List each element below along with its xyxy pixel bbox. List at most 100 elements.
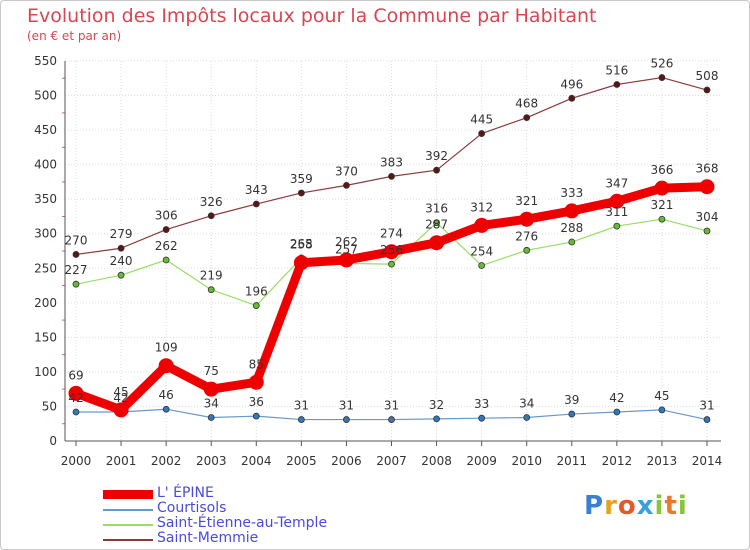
data-label-saint-memmie: 392 — [425, 149, 448, 163]
logo-letter: t — [664, 491, 678, 521]
data-point-courtisols — [478, 414, 486, 422]
y-tick-label: 350 — [34, 192, 57, 206]
x-tick-label: 2006 — [331, 454, 362, 468]
data-label-l-pine: 287 — [425, 218, 448, 232]
data-label-l-pine: 366 — [650, 163, 673, 177]
data-point-saint-memmie — [388, 172, 395, 180]
data-label-saint-memmie: 526 — [650, 57, 673, 71]
data-point-saint-tienne-au-temple — [388, 260, 395, 268]
data-label-courtisols: 32 — [429, 398, 444, 412]
data-point-saint-tienne-au-temple — [433, 219, 440, 227]
data-point-courtisols — [433, 415, 440, 423]
y-tick-label: 450 — [34, 123, 57, 137]
data-point-l-pine — [474, 217, 490, 233]
x-tick-label: 2001 — [106, 454, 137, 468]
data-label-saint-memmie: 445 — [470, 113, 493, 127]
data-point-l-pine — [338, 252, 354, 268]
data-point-courtisols — [252, 412, 260, 420]
x-tick-label: 2014 — [692, 454, 723, 468]
x-tick-label: 2008 — [421, 454, 452, 468]
legend-label: Saint-Étienne-au-Temple — [157, 515, 328, 531]
data-label-l-pine: 347 — [605, 176, 628, 190]
data-point-courtisols — [658, 406, 666, 414]
data-label-saint-tienne-au-temple: 257 — [335, 242, 358, 256]
data-point-saint-tienne-au-temple — [162, 256, 170, 264]
data-label-courtisols: 34 — [204, 397, 219, 411]
y-tick-label: 200 — [34, 296, 57, 310]
logo-letter: P — [584, 491, 605, 521]
data-point-courtisols — [343, 416, 350, 423]
legend-swatch — [103, 539, 153, 541]
data-label-saint-tienne-au-temple: 256 — [380, 243, 403, 257]
data-label-l-pine: 333 — [560, 186, 583, 200]
data-label-l-pine: 368 — [696, 162, 719, 176]
data-point-courtisols — [388, 416, 395, 423]
data-label-courtisols: 39 — [564, 393, 579, 407]
legend-label: Courtisols — [157, 500, 227, 516]
data-label-courtisols: 42 — [68, 391, 83, 405]
data-point-saint-tienne-au-temple — [478, 262, 486, 269]
data-label-courtisols: 46 — [159, 388, 174, 402]
data-label-l-pine: 321 — [515, 194, 538, 208]
x-tick-label: 2012 — [602, 454, 633, 468]
y-tick-label: 300 — [34, 227, 57, 241]
data-label-saint-memmie: 270 — [65, 233, 88, 247]
x-tick-label: 2002 — [151, 454, 182, 468]
data-label-courtisols: 31 — [339, 399, 354, 413]
data-point-saint-memmie — [252, 200, 260, 208]
data-point-l-pine — [203, 381, 219, 397]
data-label-saint-tienne-au-temple: 316 — [425, 202, 448, 216]
data-point-l-pine — [113, 402, 129, 418]
data-label-l-pine: 75 — [204, 364, 219, 378]
data-label-courtisols: 42 — [113, 391, 128, 405]
chart-title: Evolution des Impôts locaux pour la Comm… — [27, 5, 597, 27]
proxiti-logo: Proxiti — [584, 491, 688, 521]
data-point-saint-tienne-au-temple — [613, 222, 621, 230]
data-point-courtisols — [207, 414, 215, 421]
data-label-saint-memmie: 508 — [696, 69, 719, 83]
data-label-saint-memmie: 496 — [560, 77, 583, 91]
legend-swatch — [103, 524, 153, 526]
data-point-saint-tienne-au-temple — [703, 227, 711, 235]
data-label-l-pine: 258 — [290, 238, 313, 252]
data-label-saint-tienne-au-temple: 254 — [470, 245, 493, 259]
data-label-courtisols: 31 — [699, 399, 714, 413]
y-tick-label: 250 — [34, 261, 57, 275]
data-point-l-pine — [68, 385, 84, 401]
data-point-saint-tienne-au-temple — [207, 286, 215, 294]
data-point-saint-memmie — [658, 74, 666, 81]
y-tick-label: 400 — [34, 158, 57, 172]
legend-swatch — [103, 509, 153, 511]
data-label-saint-memmie: 383 — [380, 155, 403, 169]
x-tick-label: 2005 — [286, 454, 317, 468]
x-tick-label: 2011 — [557, 454, 588, 468]
data-point-saint-memmie — [568, 94, 576, 102]
data-label-courtisols: 42 — [609, 391, 624, 405]
data-label-saint-memmie: 326 — [200, 195, 223, 209]
data-label-saint-memmie: 516 — [605, 63, 628, 77]
logo-letter: r — [604, 491, 618, 521]
x-tick-label: 2010 — [511, 454, 542, 468]
y-tick-label: 100 — [34, 365, 57, 379]
data-label-saint-tienne-au-temple: 262 — [155, 239, 178, 253]
data-label-saint-tienne-au-temple: 196 — [245, 285, 268, 299]
data-label-saint-memmie: 468 — [515, 97, 538, 111]
y-tick-label: 0 — [49, 434, 57, 448]
data-point-courtisols — [703, 416, 711, 423]
data-point-saint-memmie — [613, 81, 621, 88]
data-point-saint-memmie — [72, 251, 80, 258]
data-label-saint-tienne-au-temple: 265 — [290, 237, 313, 251]
chart-subtitle: (en € et par an) — [27, 29, 122, 43]
data-label-courtisols: 34 — [519, 397, 534, 411]
logo-letter: i — [654, 491, 665, 521]
data-point-saint-memmie — [117, 244, 125, 252]
data-label-l-pine: 109 — [155, 341, 178, 355]
legend-swatch — [103, 490, 153, 499]
data-label-courtisols: 31 — [294, 399, 309, 413]
data-label-l-pine: 45 — [113, 385, 128, 399]
data-point-l-pine — [429, 235, 445, 251]
data-label-l-pine: 262 — [335, 235, 358, 249]
data-point-saint-tienne-au-temple — [72, 280, 80, 288]
data-label-saint-memmie: 306 — [155, 209, 178, 223]
